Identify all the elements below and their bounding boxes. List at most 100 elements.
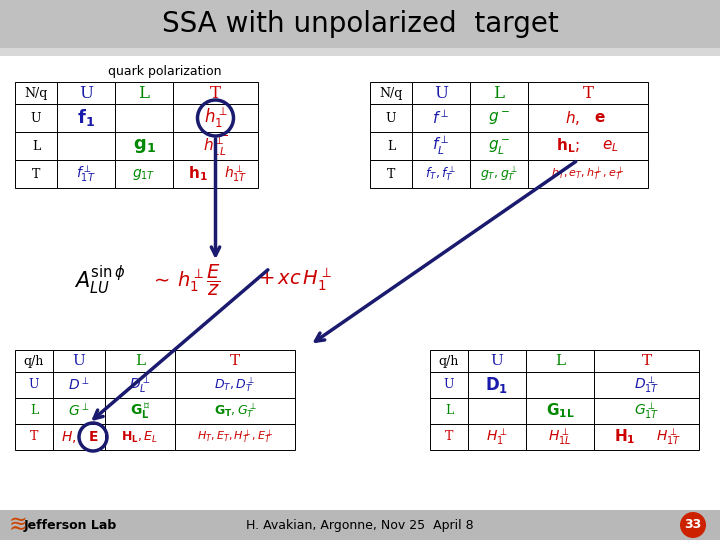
Bar <box>430 350 468 372</box>
Bar <box>53 372 105 398</box>
Text: $D_L^\perp$: $D_L^\perp$ <box>129 375 151 395</box>
Text: $H_T, E_T, H_T^\perp, E_T^\perp$: $H_T, E_T, H_T^\perp, E_T^\perp$ <box>197 429 274 446</box>
Text: U: U <box>386 111 396 125</box>
Text: $g^-$: $g^-$ <box>488 109 510 127</box>
Text: $\mathbf{H_1}$: $\mathbf{H_1}$ <box>613 428 635 447</box>
Text: $\mathbf{H_L}, E_L$: $\mathbf{H_L}, E_L$ <box>122 429 158 444</box>
Text: $H_{1T}^\perp$: $H_{1T}^\perp$ <box>656 427 681 447</box>
Text: U: U <box>434 84 448 102</box>
Text: T: T <box>230 354 240 368</box>
Text: $+\, xc\,H_1^\perp$: $+\, xc\,H_1^\perp$ <box>258 267 332 293</box>
Text: $H,$: $H,$ <box>61 429 77 445</box>
Bar <box>470 82 528 104</box>
Bar <box>115 132 173 160</box>
Bar <box>528 82 648 104</box>
Text: SSA with unpolarized  target: SSA with unpolarized target <box>161 10 559 38</box>
Bar <box>105 350 175 372</box>
Bar <box>370 104 412 132</box>
Text: L: L <box>138 84 150 102</box>
Bar <box>526 424 594 450</box>
Bar <box>370 82 412 104</box>
Text: U: U <box>79 84 93 102</box>
Text: $\mathbf{f_1}$: $\mathbf{f_1}$ <box>77 107 95 129</box>
Bar <box>0 0 720 48</box>
Text: $\mathbf{h_L};$: $\mathbf{h_L};$ <box>556 137 580 156</box>
Bar <box>57 160 115 188</box>
Bar <box>15 398 53 424</box>
Text: L: L <box>387 139 395 152</box>
Text: Jefferson Lab: Jefferson Lab <box>23 518 117 531</box>
Bar <box>468 350 526 372</box>
Bar <box>53 424 105 450</box>
Bar <box>430 372 468 398</box>
Text: $\sim\, h_1^\perp \dfrac{E}{z}$: $\sim\, h_1^\perp \dfrac{E}{z}$ <box>150 262 220 298</box>
Text: $g_L^-$: $g_L^-$ <box>488 137 510 156</box>
Bar <box>412 104 470 132</box>
Bar <box>526 350 594 372</box>
Text: U: U <box>490 354 503 368</box>
Bar <box>175 398 295 424</box>
Text: $H_1^\perp$: $H_1^\perp$ <box>486 427 508 447</box>
Bar <box>430 398 468 424</box>
Text: H. Avakian, Argonne, Nov 25  April 8: H. Avakian, Argonne, Nov 25 April 8 <box>246 518 474 531</box>
Text: T: T <box>387 167 395 180</box>
Text: $h_{1T}^\perp$: $h_{1T}^\perp$ <box>224 164 247 184</box>
Text: $\mathbf{G_T}, G_T^\perp$: $\mathbf{G_T}, G_T^\perp$ <box>214 402 256 420</box>
Bar <box>430 424 468 450</box>
Text: $D_{1T}^\perp$: $D_{1T}^\perp$ <box>634 375 660 395</box>
Text: $G^\perp$: $G^\perp$ <box>68 403 90 419</box>
Circle shape <box>680 512 706 538</box>
Text: $D_T, D_T^\perp$: $D_T, D_T^\perp$ <box>215 376 256 394</box>
Text: $f_T, f_T^\perp$: $f_T, f_T^\perp$ <box>426 165 456 184</box>
Bar <box>173 82 258 104</box>
Bar <box>115 104 173 132</box>
Bar <box>594 372 699 398</box>
Text: T: T <box>32 167 40 180</box>
Text: $e_L$: $e_L$ <box>602 138 618 154</box>
Bar <box>528 160 648 188</box>
Bar <box>594 398 699 424</box>
Bar <box>528 132 648 160</box>
Text: U: U <box>444 379 454 392</box>
Text: $h,$: $h,$ <box>565 109 580 127</box>
Text: $\mathbf{E}$: $\mathbf{E}$ <box>88 430 98 444</box>
Bar <box>57 104 115 132</box>
Bar <box>115 160 173 188</box>
Text: L: L <box>32 139 40 152</box>
Text: $h_1^\perp$: $h_1^\perp$ <box>204 106 228 130</box>
Bar <box>468 372 526 398</box>
Text: N/q: N/q <box>24 86 48 99</box>
Bar <box>470 132 528 160</box>
Text: L: L <box>555 354 565 368</box>
Text: L: L <box>135 354 145 368</box>
Bar <box>470 160 528 188</box>
Text: N/q: N/q <box>379 86 402 99</box>
Text: q/h: q/h <box>438 354 459 368</box>
Text: $\mathbf{g_1}$: $\mathbf{g_1}$ <box>132 137 156 155</box>
Text: T: T <box>210 84 221 102</box>
Bar <box>526 372 594 398</box>
Text: $\mathbf{e}$: $\mathbf{e}$ <box>594 111 606 125</box>
Text: $\mathbf{h_1}$: $\mathbf{h_1}$ <box>188 165 207 184</box>
Text: $\mathbf{D_1}$: $\mathbf{D_1}$ <box>485 375 508 395</box>
Text: $h_{1L}^{\overline{\perp}}$: $h_{1L}^{\overline{\perp}}$ <box>203 134 228 158</box>
Bar <box>0 510 720 540</box>
Text: $\mathbf{G_L^\perp}$: $\mathbf{G_L^\perp}$ <box>130 401 150 421</box>
Bar <box>15 424 53 450</box>
Bar <box>594 350 699 372</box>
Bar <box>173 104 258 132</box>
Text: $f_L^\perp$: $f_L^\perp$ <box>432 135 450 157</box>
Text: 33: 33 <box>685 518 701 531</box>
Text: $f_{1T}^\perp$: $f_{1T}^\perp$ <box>76 164 96 184</box>
Bar <box>412 160 470 188</box>
Text: L: L <box>30 404 38 417</box>
Bar <box>470 104 528 132</box>
Bar <box>594 424 699 450</box>
Bar <box>57 82 115 104</box>
Bar <box>468 398 526 424</box>
Bar <box>173 160 258 188</box>
Bar <box>526 398 594 424</box>
Text: T: T <box>445 430 453 443</box>
Text: U: U <box>31 111 41 125</box>
Text: ≋: ≋ <box>9 515 27 535</box>
